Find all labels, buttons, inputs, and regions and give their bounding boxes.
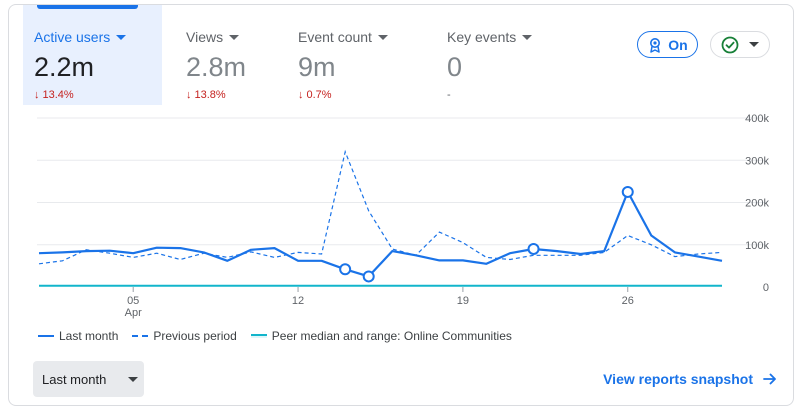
data-quality-dropdown[interactable] [710, 31, 770, 58]
metric-label: Active users [34, 29, 111, 45]
legend-item-peer: Peer median and range: Online Communitie… [250, 329, 512, 343]
caret-down-icon [749, 42, 759, 47]
y-tick-label: 100k [745, 240, 769, 252]
chart-legend: Last month Previous period Peer median a… [38, 329, 512, 343]
arrow-down-icon: ↓ [298, 88, 304, 101]
legend-label: Peer median and range: Online Communitie… [271, 329, 512, 343]
metric-tab-active-users[interactable]: Active users 2.2m ↓ 13.4% [23, 5, 162, 105]
y-tick-label: 0 [763, 282, 769, 294]
legend-swatch-peer [250, 334, 267, 338]
date-range-label: Last month [42, 371, 107, 387]
y-tick-label: 400k [745, 113, 769, 125]
legend-label: Previous period [153, 329, 237, 343]
caret-down-icon [229, 35, 240, 40]
report-card: Active users 2.2m ↓ 13.4% Views 2.8m ↓ 1… [8, 4, 794, 406]
metric-tab-views[interactable]: Views 2.8m ↓ 13.8% [186, 5, 296, 105]
line-chart: 0 100k 200k 300k 400k 05 Apr 12 19 26 [9, 5, 793, 325]
x-tick-label: 19 [457, 295, 469, 307]
y-tick-label: 200k [745, 198, 769, 210]
series-line-previous-period [38, 149, 723, 265]
arrow-down-icon: ↓ [34, 88, 40, 101]
caret-down-icon [116, 35, 127, 40]
legend-item-last-month: Last month [38, 329, 118, 343]
insights-toggle-chip[interactable]: On [637, 31, 698, 58]
arrow-right-icon [763, 373, 776, 385]
x-tick-sublabel: Apr [125, 307, 142, 319]
legend-item-previous-period: Previous period [132, 329, 237, 343]
metric-delta: - [447, 88, 587, 102]
metric-value: 0 [447, 52, 463, 82]
metric-delta: ↓ 13.4% [34, 88, 162, 102]
metric-label: Views [186, 29, 224, 45]
metric-delta: ↓ 13.8% [186, 88, 296, 102]
metric-value: 2.8m [186, 52, 247, 82]
view-reports-snapshot-link[interactable]: View reports snapshot [603, 371, 777, 387]
caret-down-icon [377, 35, 388, 40]
active-tab-indicator [37, 5, 138, 9]
y-tick-label: 300k [745, 155, 769, 167]
metric-tab-key-events[interactable]: Key events 0 - [447, 5, 587, 105]
metric-delta: ↓ 0.7% [298, 88, 438, 102]
legend-label: Last month [59, 329, 119, 343]
anomaly-marker [527, 242, 540, 255]
delta-value: - [447, 89, 451, 101]
metric-tab-event-count[interactable]: Event count 9m ↓ 0.7% [298, 5, 438, 105]
x-tick-label: 05 [127, 295, 139, 307]
arrow-down-icon: ↓ [186, 88, 192, 101]
link-label: View reports snapshot [603, 371, 753, 387]
insights-toggle-label: On [668, 36, 688, 53]
delta-value: 0.7% [306, 89, 332, 101]
anomaly-marker [362, 270, 375, 283]
series-line-last-month [38, 190, 723, 278]
x-tick-label: 26 [622, 295, 634, 307]
anomaly-marker [339, 263, 352, 276]
delta-value: 13.8% [194, 89, 226, 101]
caret-down-icon [128, 376, 139, 382]
metric-value: 2.2m [34, 52, 95, 82]
award-icon [650, 37, 661, 53]
legend-swatch-dashed [132, 335, 149, 337]
caret-down-icon [522, 35, 533, 40]
legend-swatch-solid [38, 335, 54, 337]
anomaly-marker [621, 185, 634, 198]
check-circle-icon [721, 36, 739, 53]
metric-value: 9m [298, 52, 336, 82]
metric-label: Event count [298, 29, 372, 45]
x-tick-label: 12 [292, 295, 304, 307]
metric-label: Key events [447, 29, 517, 45]
delta-value: 13.4% [42, 89, 74, 101]
date-range-select[interactable]: Last month [33, 361, 144, 397]
